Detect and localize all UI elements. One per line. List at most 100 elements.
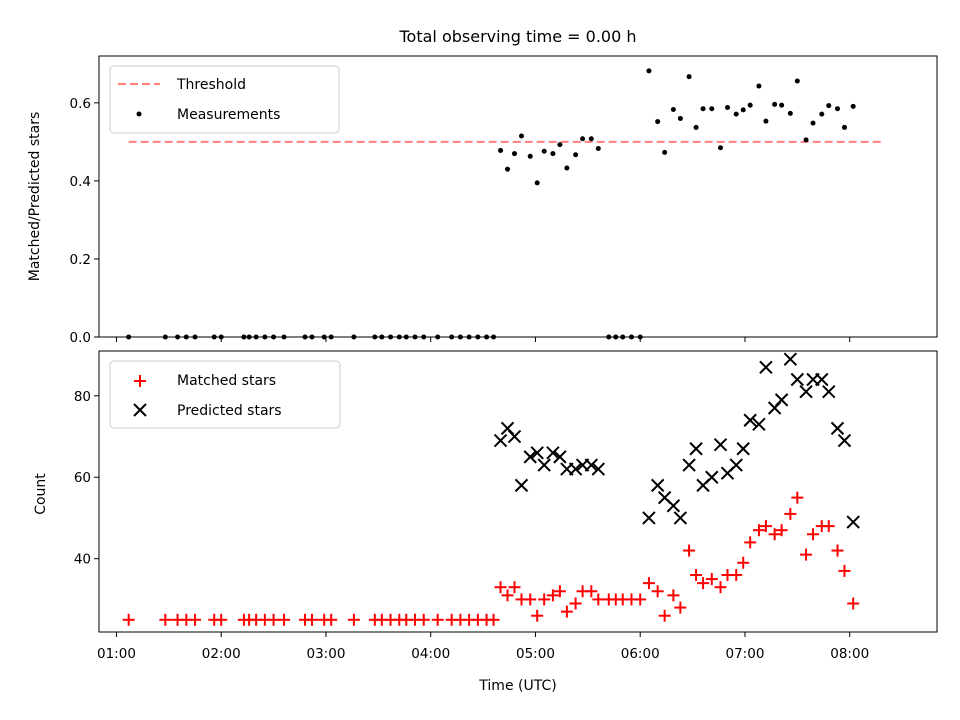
matched-star-point bbox=[800, 548, 813, 561]
ratio-y-ticks: 0.0 0.2 0.4 0.6 bbox=[70, 96, 99, 346]
matched-star-point bbox=[501, 589, 514, 602]
measurement-point bbox=[819, 111, 825, 117]
matched-star-point bbox=[215, 613, 228, 626]
matched-star-point bbox=[569, 597, 582, 610]
measurement-point bbox=[677, 115, 683, 121]
measurement-point bbox=[693, 124, 699, 130]
matched-star-point bbox=[822, 520, 835, 533]
predicted-star-point bbox=[822, 385, 836, 399]
measurement-point bbox=[763, 118, 769, 124]
measurement-point bbox=[518, 133, 524, 139]
matched-star-point bbox=[744, 536, 757, 549]
matched-star-point bbox=[730, 568, 743, 581]
measurements-legend-label: Measurements bbox=[177, 107, 280, 123]
measurement-point bbox=[787, 110, 793, 116]
matched-star-point bbox=[690, 568, 703, 581]
matched-star-point bbox=[531, 609, 544, 622]
predicted-star-point bbox=[799, 385, 813, 399]
count-legend: Matched stars Predicted stars bbox=[109, 360, 341, 429]
predicted-star-point bbox=[523, 450, 537, 464]
predicted-star-point bbox=[743, 413, 757, 427]
measurement-point bbox=[794, 78, 800, 84]
measurement-point bbox=[527, 153, 533, 159]
x-axis-label: Time (UTC) bbox=[478, 678, 556, 694]
count-y-tick-label: 60 bbox=[74, 470, 91, 486]
matched-star-point bbox=[417, 613, 430, 626]
matched-star-point bbox=[325, 613, 338, 626]
measurement-point bbox=[646, 68, 652, 74]
measurement-point bbox=[512, 151, 518, 157]
predicted-star-point bbox=[689, 442, 703, 456]
predicted-star-point bbox=[546, 446, 560, 460]
ratio-x-ticks bbox=[115, 337, 851, 342]
measurement-point bbox=[573, 152, 579, 158]
ratio-legend-box bbox=[109, 65, 340, 134]
measurement-point bbox=[580, 136, 586, 142]
measurement-point bbox=[747, 102, 753, 108]
matched-star-point bbox=[838, 564, 851, 577]
count-y-tick-label: 40 bbox=[74, 552, 91, 568]
matched-star-point bbox=[553, 585, 566, 598]
predicted-star-point bbox=[759, 360, 773, 374]
measurement-point bbox=[733, 111, 739, 117]
measurement-point bbox=[826, 103, 832, 109]
x-tick-label: 07:00 bbox=[726, 646, 765, 662]
chart-title: Total observing time = 0.00 h bbox=[398, 27, 636, 46]
predicted-star-point bbox=[682, 458, 696, 472]
matched-star-point bbox=[524, 593, 537, 606]
x-tick-label: 08:00 bbox=[830, 646, 869, 662]
ratio-axes-frame bbox=[98, 55, 938, 338]
count-points bbox=[122, 352, 860, 626]
matched-legend-label: Matched stars bbox=[177, 373, 276, 389]
matched-star-point bbox=[305, 613, 318, 626]
ratio-panel: 0.0 0.2 0.4 0.6 Matched/Predicted stars Thr… bbox=[27, 55, 938, 346]
matched-star-point bbox=[347, 613, 360, 626]
measurement-point bbox=[718, 145, 724, 151]
matched-star-point bbox=[122, 613, 135, 626]
matched-star-point bbox=[667, 589, 680, 602]
predicted-star-point bbox=[493, 433, 508, 448]
matched-star-point bbox=[494, 581, 507, 594]
matched-star-point bbox=[714, 581, 727, 594]
x-tick-label: 06:00 bbox=[621, 646, 660, 662]
x-tick-label: 02:00 bbox=[202, 646, 241, 662]
matched-star-point bbox=[189, 613, 202, 626]
matched-star-point bbox=[791, 491, 804, 504]
matched-star-point bbox=[831, 544, 844, 557]
measurement-point bbox=[505, 166, 511, 172]
measurement-point bbox=[834, 106, 840, 112]
predicted-star-point bbox=[507, 429, 522, 444]
matched-star-point bbox=[560, 605, 573, 618]
matched-star-point bbox=[807, 528, 820, 541]
measurement-point bbox=[655, 119, 661, 125]
predicted-star-point bbox=[790, 372, 805, 387]
measurement-point bbox=[670, 106, 676, 112]
x-tick-label: 05:00 bbox=[516, 646, 555, 662]
predicted-star-point bbox=[774, 393, 789, 407]
measurement-point bbox=[841, 124, 847, 130]
matched-star-point bbox=[159, 613, 172, 626]
threshold-legend-label: Threshold bbox=[176, 77, 246, 93]
predicted-star-point bbox=[837, 433, 852, 448]
matched-star-point bbox=[651, 585, 664, 598]
predicted-star-point bbox=[783, 352, 798, 366]
predicted-star-point bbox=[673, 511, 688, 525]
predicted-star-point bbox=[666, 499, 681, 513]
measurement-point bbox=[662, 149, 668, 155]
ratio-y-tick-label: 0.0 bbox=[70, 330, 91, 346]
matched-star-point bbox=[752, 524, 765, 537]
predicted-star-point bbox=[642, 511, 656, 525]
matched-star-point bbox=[674, 601, 687, 614]
matched-star-point bbox=[683, 544, 696, 557]
matched-star-point bbox=[585, 585, 598, 598]
predicted-star-point bbox=[650, 478, 665, 493]
measurement-point bbox=[534, 180, 540, 186]
measurement-point bbox=[557, 142, 563, 148]
x-tick-label: 04:00 bbox=[411, 646, 450, 662]
measurements-legend-marker bbox=[136, 111, 142, 117]
predicted-star-point bbox=[537, 458, 551, 472]
predicted-star-point bbox=[729, 458, 743, 472]
matched-star-point bbox=[847, 597, 860, 610]
predicted-star-point bbox=[830, 421, 845, 436]
